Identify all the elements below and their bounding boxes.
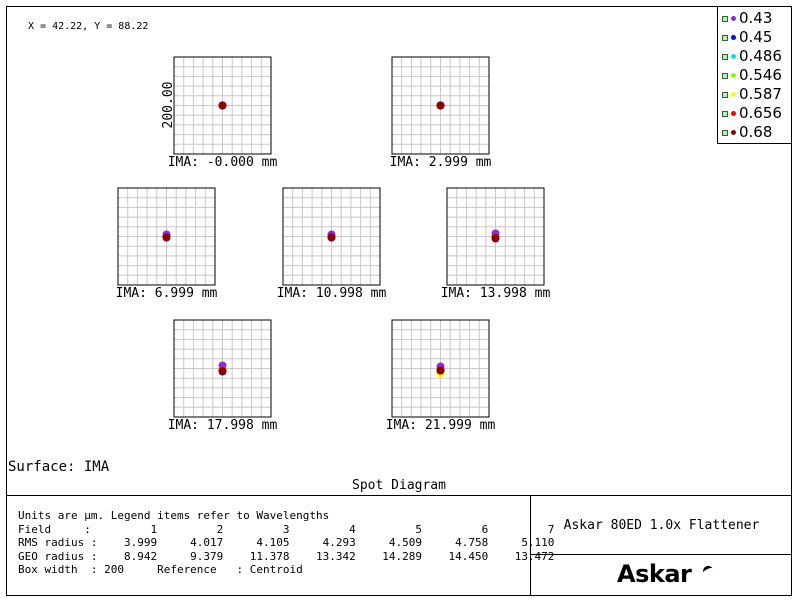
- spot-0.68: [436, 366, 445, 375]
- box-width-row: Box width : 200 Reference : Centroid: [18, 563, 303, 576]
- units-note: Units are µm. Legend items refer to Wave…: [18, 509, 330, 522]
- system-name: Askar 80ED 1.0x Flattener: [563, 518, 760, 533]
- legend-item-0.45[interactable]: 0.45: [718, 28, 772, 47]
- field-box-border: [282, 187, 381, 286]
- system-info-panel: Askar 80ED 1.0x Flattener Askar: [530, 496, 792, 596]
- logo-swoosh-icon: [701, 564, 715, 577]
- legend-label: 0.486: [739, 47, 782, 65]
- legend-box-icon: [722, 129, 728, 136]
- plot-title: Spot Diagram: [6, 476, 792, 496]
- legend-marker-icon: [731, 16, 736, 21]
- field-box-7[interactable]: IMA: 21.999 mm: [386, 319, 496, 433]
- field-label: IMA: 17.998 mm: [168, 418, 278, 433]
- legend-marker-icon: [731, 73, 736, 78]
- legend-marker-icon: [731, 130, 736, 135]
- legend-box-icon: [722, 34, 728, 41]
- spot-diagram-plot[interactable]: IMA: -0.000 mm IMA: 2.999 mm IMA: 6.999 mm…: [0, 0, 800, 470]
- legend-label: 0.68: [739, 123, 773, 141]
- field-label: IMA: -0.000 mm: [168, 155, 278, 170]
- field-box-border: [173, 319, 272, 418]
- field-box-border: [446, 187, 545, 286]
- field-label: IMA: 6.999 mm: [116, 286, 218, 301]
- wavelength-legend[interactable]: 0.43 0.45 0.486 0.546 0.587 0.656 0.68: [717, 6, 792, 144]
- field-box-4[interactable]: IMA: 10.998 mm: [277, 187, 387, 301]
- geo-radius-row: GEO radius : 8.942 9.379 11.378 13.342 1…: [18, 549, 555, 563]
- field-box-border: [173, 56, 272, 155]
- field-box-2[interactable]: IMA: 2.999 mm: [390, 56, 492, 170]
- field-label: IMA: 2.999 mm: [390, 155, 492, 170]
- legend-label: 0.546: [739, 66, 782, 84]
- spot-0.68: [491, 234, 500, 243]
- field-box-1[interactable]: IMA: -0.000 mm: [168, 56, 278, 170]
- plot-frame: [6, 6, 792, 596]
- rms-radius-row: RMS radius : 3.999 4.017 4.105 4.293 4.5…: [18, 536, 555, 549]
- legend-box-icon: [722, 110, 728, 117]
- legend-label: 0.656: [739, 104, 782, 122]
- spot-0.68: [162, 233, 171, 242]
- legend-box-icon: [722, 72, 728, 79]
- surface-label: Surface: IMA: [8, 459, 110, 475]
- legend-label: 0.587: [739, 85, 782, 103]
- cursor-coordinate-readout: X = 42.22, Y = 88.22: [28, 21, 149, 32]
- panel-divider: [531, 554, 792, 555]
- field-label: IMA: 21.999 mm: [386, 418, 496, 433]
- spot-0.68: [218, 367, 227, 376]
- legend-item-0.43[interactable]: 0.43: [718, 9, 772, 28]
- spot-info-table: Units are µm. Legend items refer to Wave…: [18, 509, 554, 577]
- legend-marker-icon: [731, 92, 736, 97]
- field-box-3[interactable]: IMA: 6.999 mm: [116, 187, 218, 301]
- legend-item-0.656[interactable]: 0.656: [718, 104, 782, 123]
- field-box-border: [391, 56, 490, 155]
- field-box-5[interactable]: IMA: 13.998 mm: [441, 187, 551, 301]
- legend-label: 0.43: [739, 9, 773, 27]
- legend-marker-icon: [731, 54, 736, 59]
- field-box-border: [117, 187, 216, 286]
- field-box-border: [391, 319, 490, 418]
- askar-logo: Askar: [617, 560, 692, 588]
- legend-box-icon: [722, 91, 728, 98]
- spot-0.68: [436, 101, 445, 110]
- legend-item-0.587[interactable]: 0.587: [718, 85, 782, 104]
- legend-box-icon: [722, 15, 728, 22]
- legend-label: 0.45: [739, 28, 773, 46]
- legend-marker-icon: [731, 35, 736, 40]
- legend-item-0.546[interactable]: 0.546: [718, 66, 782, 85]
- spot-0.68: [327, 233, 336, 242]
- spot-0.68: [218, 101, 227, 110]
- field-label: IMA: 13.998 mm: [441, 286, 551, 301]
- box-width-axis-label: 200.00: [161, 82, 176, 129]
- field-row: Field : 1 2 3 4 5 6 7: [18, 522, 555, 536]
- field-box-6[interactable]: IMA: 17.998 mm: [168, 319, 278, 433]
- legend-box-icon: [722, 53, 728, 60]
- legend-item-0.486[interactable]: 0.486: [718, 47, 782, 66]
- legend-marker-icon: [731, 111, 736, 116]
- field-label: IMA: 10.998 mm: [277, 286, 387, 301]
- legend-item-0.68[interactable]: 0.68: [718, 123, 772, 142]
